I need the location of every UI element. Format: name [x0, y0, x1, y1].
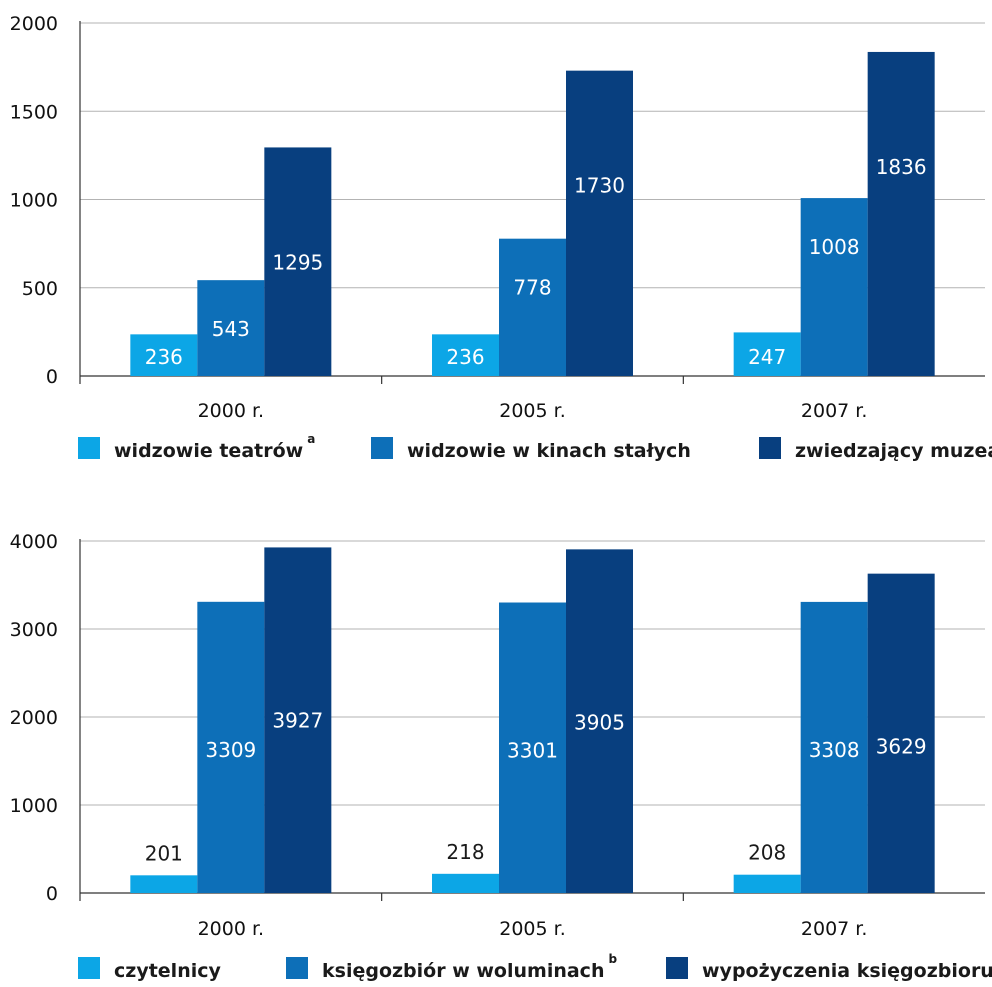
legend-swatch	[759, 437, 781, 459]
data-label: 1836	[876, 155, 927, 179]
bar	[800, 601, 868, 893]
legend-label: widzowie w kinach stałych	[407, 440, 691, 462]
bar	[867, 51, 935, 377]
data-label: 3629	[876, 735, 927, 759]
data-label: 543	[212, 317, 250, 341]
data-label: 1008	[809, 235, 860, 259]
y-tick-label: 500	[22, 278, 58, 300]
data-label: 236	[446, 345, 484, 369]
y-tick-label: 0	[46, 883, 58, 905]
legend-swatch	[371, 437, 393, 459]
legend-swatch	[78, 437, 100, 459]
data-label: 218	[446, 840, 484, 864]
legend-swatch	[286, 957, 308, 979]
data-label: 3308	[809, 738, 860, 762]
legend-superscript: a	[307, 432, 315, 446]
y-tick-label: 1000	[10, 190, 58, 212]
x-tick-label: 2005 r.	[499, 918, 566, 940]
bar	[566, 549, 633, 893]
bar	[432, 334, 499, 376]
y-tick-label: 2000	[10, 13, 58, 35]
data-label: 201	[145, 841, 183, 865]
y-tick-label: 4000	[10, 531, 58, 553]
legend-label: wypożyczenia księgozbioru	[702, 960, 992, 982]
data-label: 778	[513, 276, 551, 300]
data-label: 247	[748, 345, 786, 369]
legend-superscript: b	[608, 952, 617, 966]
x-tick-label: 2005 r.	[499, 400, 566, 422]
data-label: 1730	[574, 174, 625, 198]
legend-label: zwiedzający muzea	[795, 440, 992, 462]
chart-libraries: 0 1000 2000 3000 4000 201 3309 3927 2000 r. 218 33…	[10, 531, 992, 982]
data-label: 208	[748, 841, 786, 865]
bar	[130, 334, 198, 376]
bar	[733, 874, 801, 893]
bar	[733, 332, 801, 376]
y-tick-label: 1000	[10, 795, 58, 817]
y-tick-label: 2000	[10, 707, 58, 729]
legend-label: widzowie teatrów	[114, 440, 303, 462]
legend-label: czytelnicy	[114, 960, 221, 982]
x-tick-label: 2007 r.	[801, 400, 868, 422]
y-tick-label: 3000	[10, 619, 58, 641]
data-label: 236	[145, 345, 183, 369]
data-label: 3927	[272, 708, 323, 732]
y-tick-label: 1500	[10, 101, 58, 123]
bar	[499, 238, 566, 376]
bar	[264, 147, 332, 376]
legend-swatch	[666, 957, 688, 979]
x-tick-label: 2000 r.	[198, 400, 265, 422]
y-tick-label: 0	[46, 366, 58, 388]
legend-label: księgozbiór w woluminach	[322, 960, 604, 982]
x-tick-label: 2000 r.	[198, 918, 265, 940]
bar	[264, 547, 332, 893]
bar	[566, 70, 633, 376]
chart-culture-visitors: 0 500 1000 1500 2000 236 543 1295 2000 r. 236 778 1…	[10, 13, 992, 462]
bar	[197, 601, 265, 893]
bar	[499, 602, 566, 893]
x-tick-label: 2007 r.	[801, 918, 868, 940]
bar	[130, 875, 198, 893]
bar	[867, 573, 935, 893]
data-label: 3309	[205, 738, 256, 762]
data-label: 1295	[272, 250, 323, 274]
legend-swatch	[78, 957, 100, 979]
bar	[432, 873, 499, 893]
data-label: 3905	[574, 710, 625, 734]
bar	[800, 198, 868, 376]
data-label: 3301	[507, 739, 558, 763]
bar	[197, 280, 265, 376]
